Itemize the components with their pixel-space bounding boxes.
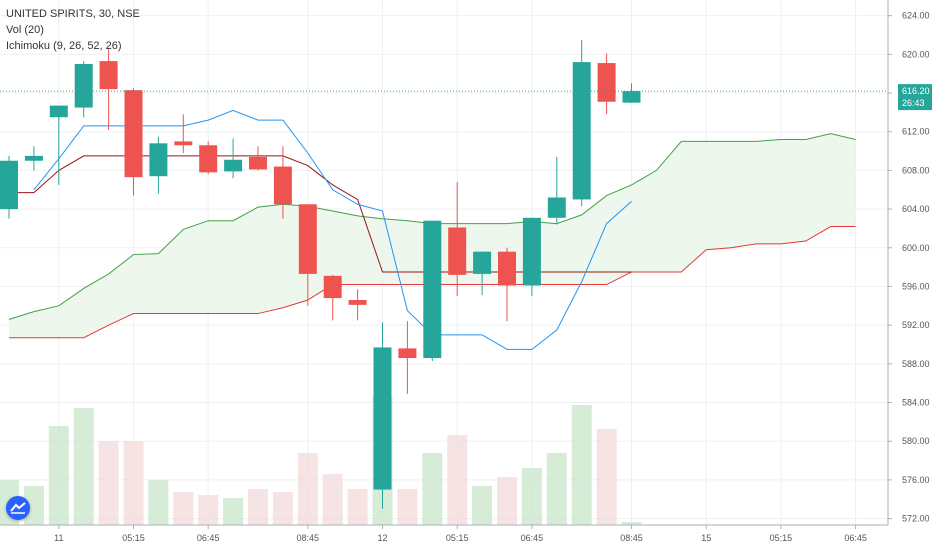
volume-bar bbox=[596, 429, 617, 525]
candle-body bbox=[398, 348, 417, 359]
volume-bar bbox=[98, 441, 119, 525]
volume-bar bbox=[621, 522, 642, 525]
price-tick-label: 596.00 bbox=[902, 281, 930, 291]
ichimoku-study-label[interactable]: Ichimoku (9, 26, 52, 26) bbox=[6, 40, 122, 52]
candle-body bbox=[273, 166, 292, 205]
price-tick-label: 620.00 bbox=[902, 49, 930, 59]
candle-body bbox=[522, 217, 541, 286]
candle-body bbox=[199, 145, 218, 173]
volume-bar bbox=[272, 492, 293, 525]
volume-bar bbox=[48, 426, 69, 525]
volume-bar bbox=[148, 480, 169, 525]
time-tick-label: 06:45 bbox=[521, 533, 544, 543]
time-tick-label: 05:15 bbox=[446, 533, 469, 543]
time-tick-label: 06:45 bbox=[197, 533, 220, 543]
candle-body bbox=[24, 155, 43, 161]
candle-body bbox=[224, 159, 243, 172]
current-price-label: 616.20 bbox=[902, 86, 930, 96]
time-tick-label: 08:45 bbox=[620, 533, 643, 543]
time-tick-label: 06:45 bbox=[844, 533, 867, 543]
volume-study-label[interactable]: Vol (20) bbox=[6, 24, 44, 36]
candle-body bbox=[124, 90, 143, 178]
volume-bar bbox=[447, 435, 468, 525]
price-tick-label: 600.00 bbox=[902, 243, 930, 253]
chart-legend: UNITED SPIRITS, 30, NSE Vol (20) Ichimok… bbox=[6, 6, 140, 54]
candle-body bbox=[149, 143, 168, 177]
time-tick-label: 15 bbox=[701, 533, 711, 543]
time-tick-label: 05:15 bbox=[770, 533, 793, 543]
price-tick-label: 588.00 bbox=[902, 359, 930, 369]
volume-bar bbox=[397, 489, 418, 525]
volume-bar bbox=[472, 486, 493, 525]
price-tick-label: 592.00 bbox=[902, 320, 930, 330]
current-price-tag bbox=[898, 84, 932, 111]
volume-bar bbox=[497, 477, 517, 525]
volume-bar bbox=[571, 405, 592, 525]
price-tick-label: 584.00 bbox=[902, 398, 930, 408]
candle-body bbox=[49, 105, 68, 118]
volume-bars bbox=[0, 396, 642, 525]
price-tick-label: 612.00 bbox=[902, 127, 930, 137]
volume-bar bbox=[422, 453, 443, 525]
time-axis-bg bbox=[0, 525, 932, 550]
price-tick-label: 572.00 bbox=[902, 514, 930, 524]
volume-bar bbox=[223, 498, 244, 525]
candle-body bbox=[0, 160, 18, 210]
candle-body bbox=[498, 251, 516, 286]
candle-body bbox=[423, 220, 442, 359]
volume-bar bbox=[123, 441, 144, 525]
tradingview-logo-icon[interactable] bbox=[6, 496, 30, 520]
volume-bar bbox=[248, 489, 268, 525]
candle-body bbox=[448, 227, 467, 275]
price-tick-label: 604.00 bbox=[902, 204, 930, 214]
time-tick-label: 05:15 bbox=[122, 533, 145, 543]
volume-bar bbox=[73, 408, 94, 525]
volume-bar bbox=[546, 453, 567, 525]
candle-body bbox=[323, 275, 342, 299]
volume-bar bbox=[198, 495, 219, 525]
candle-body bbox=[473, 251, 492, 274]
candle-body bbox=[373, 347, 392, 490]
symbol-title[interactable]: UNITED SPIRITS, 30, NSE bbox=[6, 8, 140, 20]
price-tick-label: 608.00 bbox=[902, 165, 930, 175]
bar-countdown-label: 26:43 bbox=[902, 98, 925, 108]
price-axis-bg bbox=[888, 0, 932, 550]
candle-body bbox=[99, 61, 118, 90]
candle-body bbox=[597, 63, 616, 102]
volume-bar bbox=[297, 453, 318, 525]
price-tick-label: 580.00 bbox=[902, 436, 930, 446]
time-tick-label: 11 bbox=[54, 533, 63, 543]
time-tick-label: 08:45 bbox=[297, 533, 320, 543]
candle-body bbox=[249, 156, 267, 170]
candle-body bbox=[622, 91, 641, 103]
volume-bar bbox=[322, 474, 343, 525]
volume-bar bbox=[173, 492, 194, 525]
candle-body bbox=[547, 197, 566, 218]
price-tick-label: 576.00 bbox=[902, 475, 930, 485]
volume-bar bbox=[521, 468, 542, 525]
volume-bar bbox=[347, 489, 368, 525]
candle-body bbox=[348, 300, 367, 305]
time-tick-label: 12 bbox=[377, 533, 387, 543]
candle-body bbox=[74, 64, 93, 108]
candle-body bbox=[298, 204, 317, 274]
candle-body bbox=[174, 141, 193, 146]
candle-body bbox=[572, 62, 591, 200]
volume-bar bbox=[23, 486, 44, 525]
candles bbox=[0, 39, 641, 509]
price-tick-label: 624.00 bbox=[902, 11, 930, 21]
